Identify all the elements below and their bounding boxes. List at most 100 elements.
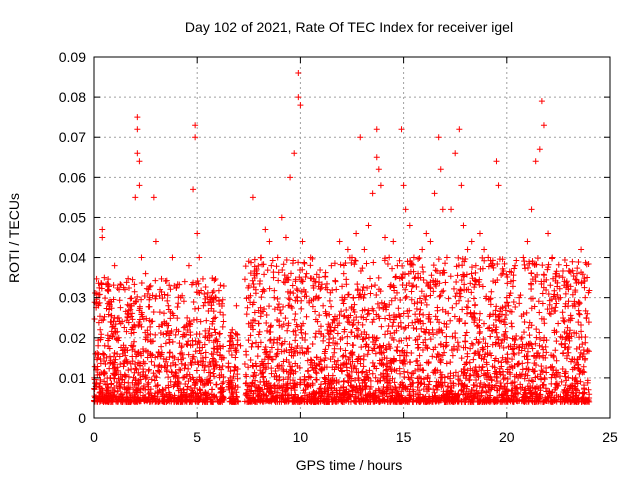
data-point — [455, 254, 462, 261]
data-point — [508, 380, 515, 387]
data-point — [501, 260, 508, 267]
y-tick-label: 0.07 — [59, 129, 86, 145]
data-point — [137, 372, 144, 379]
data-point — [257, 387, 264, 394]
data-point — [532, 384, 539, 391]
data-point — [227, 332, 234, 339]
data-point — [569, 267, 576, 274]
data-point — [506, 268, 513, 275]
data-point — [302, 336, 309, 343]
data-point — [384, 370, 391, 377]
data-point — [376, 377, 383, 384]
data-point — [212, 329, 219, 336]
data-point — [378, 323, 385, 330]
data-point — [510, 272, 517, 279]
data-point — [158, 275, 165, 282]
data-point — [166, 393, 173, 400]
data-point — [543, 396, 550, 403]
data-point — [364, 351, 371, 358]
data-point — [104, 280, 111, 287]
data-point — [105, 286, 112, 293]
data-point — [280, 358, 287, 365]
data-point — [313, 370, 320, 377]
data-point — [159, 321, 166, 328]
data-point — [101, 274, 108, 281]
data-point — [541, 272, 548, 279]
data-point — [201, 367, 208, 374]
data-point — [210, 308, 217, 315]
data-point — [387, 345, 394, 352]
y-tick-label: 0.06 — [59, 169, 86, 185]
data-point — [419, 346, 426, 353]
data-point — [103, 281, 110, 288]
data-point — [308, 297, 315, 304]
y-tick-label: 0.03 — [59, 290, 86, 306]
data-point — [376, 360, 383, 367]
data-point — [129, 324, 136, 331]
data-point — [183, 395, 190, 402]
data-point — [572, 289, 579, 296]
data-point — [117, 381, 124, 388]
data-point — [495, 358, 502, 365]
data-point — [567, 358, 574, 365]
data-point — [351, 398, 358, 405]
data-point — [430, 331, 437, 338]
data-point — [295, 94, 302, 101]
data-point — [582, 355, 589, 362]
data-point — [217, 309, 224, 316]
data-point — [276, 322, 283, 329]
data-point — [361, 383, 368, 390]
data-point — [578, 398, 585, 405]
data-point — [397, 296, 404, 303]
data-point — [349, 384, 356, 391]
plot-frame — [93, 56, 611, 419]
data-point — [226, 386, 233, 393]
data-point — [172, 369, 179, 376]
data-point — [423, 398, 430, 405]
data-point — [483, 376, 490, 383]
data-point — [338, 308, 345, 315]
data-point — [104, 332, 111, 339]
data-point — [449, 304, 456, 311]
data-point — [270, 274, 277, 281]
data-point — [255, 331, 262, 338]
data-point — [532, 361, 539, 368]
data-point — [345, 388, 352, 395]
data-point — [329, 364, 336, 371]
data-point — [443, 360, 450, 367]
data-point — [532, 340, 539, 347]
data-point — [520, 394, 527, 401]
y-tick-labels: 00.010.020.030.040.050.060.070.080.09 — [59, 49, 86, 426]
data-point — [147, 282, 154, 289]
data-point — [97, 380, 104, 387]
data-point — [293, 294, 300, 301]
data-point — [513, 257, 520, 264]
data-point — [315, 294, 322, 301]
data-point — [227, 337, 234, 344]
data-point — [175, 300, 182, 307]
data-point — [389, 375, 396, 382]
data-point — [196, 386, 203, 393]
data-point — [409, 283, 416, 290]
data-point — [294, 342, 301, 349]
data-point — [145, 367, 152, 374]
y-tick-label: 0.04 — [59, 250, 86, 266]
data-point — [510, 398, 517, 405]
data-point — [493, 374, 500, 381]
data-point — [214, 346, 221, 353]
data-point — [391, 366, 398, 373]
data-point — [210, 315, 217, 322]
data-point — [455, 262, 462, 269]
data-point — [220, 318, 227, 325]
data-point — [475, 373, 482, 380]
data-point — [520, 254, 527, 261]
data-point — [459, 382, 466, 389]
data-point — [201, 398, 208, 405]
data-point — [428, 272, 435, 279]
data-point — [343, 281, 350, 288]
data-point — [577, 353, 584, 360]
data-point — [125, 367, 132, 374]
data-point — [382, 315, 389, 322]
data-point — [481, 370, 488, 377]
data-point — [489, 328, 496, 335]
